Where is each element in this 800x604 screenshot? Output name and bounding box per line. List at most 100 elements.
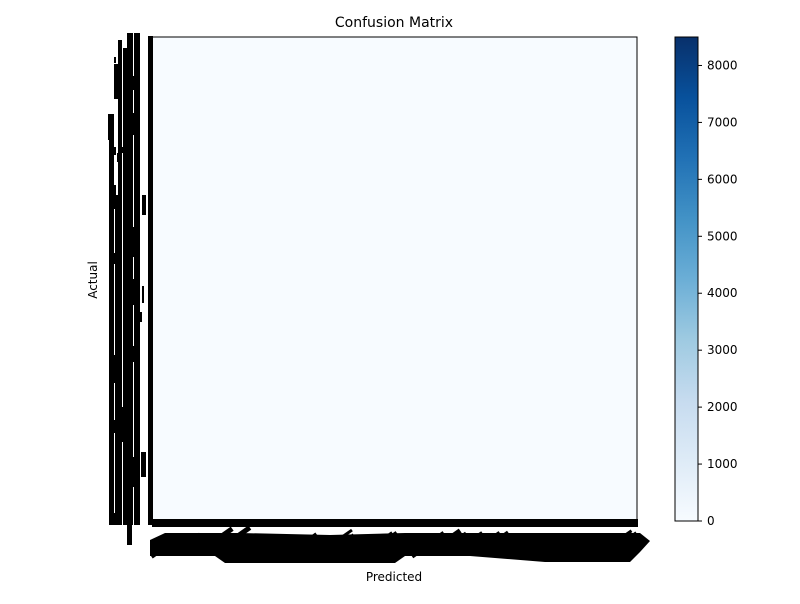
y-tick-label-clutter xyxy=(123,442,127,461)
y-tick-label-clutter xyxy=(123,283,125,315)
y-tick-label-clutter xyxy=(116,464,120,477)
x-tick-label-clutter xyxy=(497,530,509,540)
x-tick-label-clutter xyxy=(589,541,605,555)
x-tick-label-clutter xyxy=(589,536,601,546)
matrix-cell-area xyxy=(151,36,638,522)
y-tick-label-clutter xyxy=(137,125,140,143)
y-tick-label-clutter xyxy=(124,394,127,427)
y-tick-label-clutter xyxy=(117,153,122,162)
y-tick-label-clutter xyxy=(125,377,130,410)
y-tick-label-clutter xyxy=(131,113,136,124)
x-tick-label-clutter xyxy=(427,531,446,547)
x-tick-label-clutter xyxy=(232,525,252,542)
colorbar-tick-label: 1000 xyxy=(707,457,738,471)
x-tick-label-clutter xyxy=(605,538,624,554)
x-axis-label: Predicted xyxy=(366,570,422,584)
y-tick-label-clutter xyxy=(117,499,119,515)
x-tick-label-clutter xyxy=(620,529,633,540)
y-tick-label-clutter xyxy=(127,51,130,67)
y-tick-label-clutter xyxy=(130,81,134,90)
x-tick-label-clutter xyxy=(425,541,437,552)
colorbar-tick-label: 8000 xyxy=(707,58,738,72)
y-tick-label-clutter xyxy=(118,40,122,525)
y-tick-label-clutter xyxy=(118,475,122,492)
x-tick-label-clutter xyxy=(286,536,299,547)
y-tick-label-clutter xyxy=(132,115,136,135)
x-tick-label-clutter xyxy=(414,533,429,545)
y-tick-label-clutter xyxy=(124,305,130,314)
x-tick-label-clutter xyxy=(294,550,305,559)
x-tick-label-clutter xyxy=(454,536,470,550)
y-tick-label-clutter xyxy=(110,462,112,470)
y-tick-label-clutter xyxy=(131,457,134,487)
x-tick-label-clutter xyxy=(268,548,282,560)
x-tick-label-clutter xyxy=(512,539,525,550)
x-tick-label-clutter xyxy=(455,531,467,541)
y-tick-label-clutter xyxy=(136,105,138,111)
y-tick-label-clutter xyxy=(114,513,118,525)
colorbar-ticks: 0 1000 2000 3000 4000 5000 6000 7000 8000 xyxy=(698,58,738,528)
x-tick-label-clutter xyxy=(304,544,319,557)
x-tick-label-clutter xyxy=(337,544,356,560)
y-tick-label-clutter xyxy=(140,312,142,322)
y-tick-label-clutter xyxy=(122,147,125,153)
colorbar-gradient xyxy=(674,36,699,522)
x-tick-label-clutter xyxy=(164,537,182,553)
y-tick-label-clutter xyxy=(127,198,129,227)
y-tick-label-clutter xyxy=(117,407,123,442)
y-tick-label-clutter xyxy=(109,217,113,252)
x-tick-label-clutter xyxy=(472,531,483,540)
y-tick-label-clutter xyxy=(115,228,120,256)
x-tick-label-clutter xyxy=(372,545,387,557)
y-tick-label-clutter xyxy=(127,438,133,448)
y-axis-label: Actual xyxy=(86,261,100,299)
y-tick-label-clutter xyxy=(124,458,128,478)
y-tick-label-clutter xyxy=(119,53,121,81)
x-tick-label-clutter xyxy=(215,526,234,542)
y-tick-label-clutter xyxy=(127,515,132,545)
colorbar: 0 1000 2000 3000 4000 5000 6000 7000 8000 xyxy=(674,36,738,528)
y-tick-label-clutter xyxy=(125,64,128,84)
y-tick-label-clutter xyxy=(142,286,144,303)
x-tick-label-clutter xyxy=(362,540,380,554)
x-tick-label-clutter xyxy=(626,540,640,553)
x-tick-label-clutter xyxy=(201,535,219,549)
colorbar-tick-label: 5000 xyxy=(707,229,738,243)
colorbar-tick-label: 3000 xyxy=(707,343,738,357)
y-tick-label-clutter xyxy=(115,195,120,525)
y-tick-labels xyxy=(108,33,153,545)
x-tick-label-clutter xyxy=(629,547,641,557)
x-tick-label-clutter xyxy=(508,537,519,547)
x-tick-label-clutter xyxy=(553,539,568,552)
x-tick-label-clutter xyxy=(338,528,353,541)
x-tick-label-clutter xyxy=(536,543,549,555)
y-tick-label-clutter xyxy=(133,346,136,362)
y-tick-label-clutter xyxy=(114,64,120,99)
x-tick-label-clutter xyxy=(212,539,231,554)
x-tick-label-clutter xyxy=(546,538,558,548)
y-tick-label-clutter xyxy=(114,185,116,209)
x-tick-label-clutter xyxy=(274,539,287,550)
y-tick-label-clutter xyxy=(126,253,132,280)
x-tick-label-clutter xyxy=(443,528,462,544)
x-tick-label-clutter xyxy=(159,533,175,546)
x-tick-label-clutter xyxy=(156,534,167,544)
heatmap-area xyxy=(151,36,638,522)
x-tick-label-clutter xyxy=(560,545,578,559)
x-tick-label-clutter xyxy=(342,533,356,546)
x-tick-label-clutter xyxy=(587,546,603,560)
x-tick-label-clutter xyxy=(557,541,574,555)
x-tick-label-clutter xyxy=(286,541,298,553)
x-tick-label-clutter xyxy=(234,542,250,556)
y-tick-label-clutter xyxy=(112,147,116,155)
x-tick-label-clutter xyxy=(262,538,278,551)
x-tick-label-clutter xyxy=(189,532,201,542)
colorbar-tick-label: 0 xyxy=(707,514,715,528)
y-tick-label-clutter xyxy=(142,195,146,215)
y-tick-label-clutter xyxy=(123,76,129,98)
x-tick-label-clutter xyxy=(319,541,336,556)
x-tick-label-clutter xyxy=(410,548,423,559)
x-tick-label-clutter xyxy=(215,541,233,556)
